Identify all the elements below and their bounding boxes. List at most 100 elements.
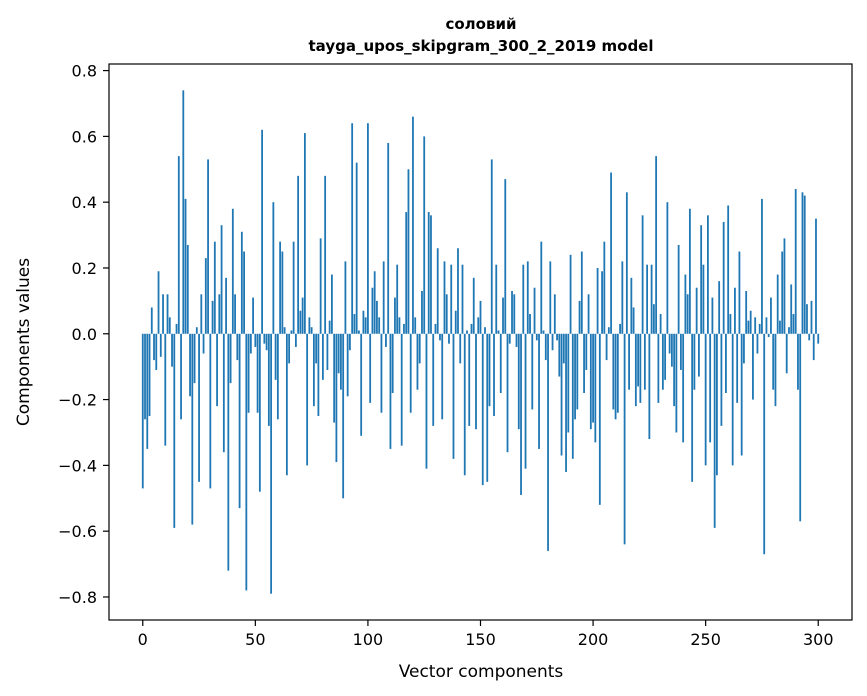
bar	[806, 304, 808, 334]
bar	[792, 314, 795, 334]
bar	[623, 333, 626, 545]
bar	[272, 202, 275, 334]
bar	[709, 333, 712, 443]
bar	[585, 333, 588, 370]
bar	[252, 297, 254, 334]
bar	[522, 264, 525, 334]
plot-frame	[108, 63, 853, 621]
bar	[513, 294, 516, 334]
bar	[285, 333, 288, 476]
bar	[781, 251, 784, 334]
bar	[159, 333, 162, 357]
bar	[583, 333, 585, 393]
bar	[684, 274, 687, 334]
bar	[421, 291, 423, 334]
bar	[542, 330, 545, 334]
bar	[765, 317, 768, 334]
bar	[263, 333, 266, 344]
bar	[355, 162, 358, 334]
bar	[736, 333, 739, 403]
bar	[333, 333, 336, 423]
bar	[261, 129, 263, 334]
bar	[425, 333, 428, 469]
y-tick-label: −0.2	[58, 391, 97, 410]
chart-title: соловий	[445, 15, 516, 33]
y-tick-label: 0.4	[72, 193, 97, 212]
bar	[603, 241, 606, 334]
bar	[283, 327, 286, 334]
bar	[524, 333, 527, 469]
bar	[385, 333, 387, 347]
bar	[243, 251, 245, 334]
bar	[155, 333, 158, 370]
bar	[664, 333, 667, 380]
bar	[349, 333, 351, 351]
bar	[700, 225, 703, 334]
bar	[574, 333, 576, 420]
bar	[643, 333, 646, 390]
x-tick-label: 300	[803, 630, 834, 649]
bar	[213, 241, 216, 334]
bar	[747, 320, 750, 334]
bar	[549, 261, 552, 334]
bar	[443, 261, 446, 334]
bar	[430, 215, 432, 334]
bar	[592, 333, 594, 423]
x-axis-ticks: 0 50 100 150 200 250 300	[138, 620, 834, 649]
bar	[740, 333, 743, 456]
bar	[731, 333, 734, 466]
bar	[324, 175, 327, 334]
bar	[499, 333, 502, 393]
bar	[279, 241, 282, 334]
x-tick-label: 200	[578, 630, 609, 649]
bar	[770, 297, 772, 334]
bar	[558, 333, 561, 377]
bar	[270, 333, 273, 594]
y-tick-label: 0.0	[72, 325, 97, 344]
bar	[459, 333, 462, 364]
bar	[508, 333, 511, 344]
bar	[288, 333, 291, 364]
bar	[198, 333, 200, 482]
bar	[256, 333, 259, 413]
bar	[607, 327, 610, 334]
bar	[450, 264, 453, 334]
bar	[612, 333, 615, 410]
bar	[427, 212, 430, 334]
bar	[565, 333, 567, 472]
bar	[502, 297, 504, 334]
bar	[801, 192, 804, 334]
bar	[630, 277, 633, 334]
bar	[677, 244, 680, 334]
bar	[754, 317, 757, 334]
bar	[815, 218, 817, 334]
bar	[184, 198, 187, 334]
bar	[810, 300, 813, 334]
bar	[686, 294, 689, 334]
bar	[371, 287, 374, 334]
bar	[761, 198, 763, 334]
y-tick-label: −0.8	[58, 588, 97, 607]
bar	[738, 251, 741, 334]
y-axis-label: Components values	[14, 258, 34, 426]
bar	[204, 258, 207, 334]
bar	[632, 307, 635, 334]
bar	[153, 333, 155, 361]
bar	[472, 277, 475, 334]
bar	[797, 333, 799, 390]
bar	[596, 267, 599, 334]
y-tick-label: 0.6	[72, 127, 97, 146]
bar	[578, 300, 581, 334]
bar	[790, 284, 793, 334]
bar	[418, 333, 421, 364]
bar	[776, 274, 779, 334]
bar	[240, 231, 243, 334]
bar	[211, 300, 214, 334]
bar	[387, 142, 390, 334]
bar	[382, 261, 385, 334]
bar	[175, 323, 178, 334]
bar	[231, 208, 234, 334]
bar	[315, 333, 318, 364]
bar	[673, 333, 676, 407]
bar	[547, 333, 549, 551]
